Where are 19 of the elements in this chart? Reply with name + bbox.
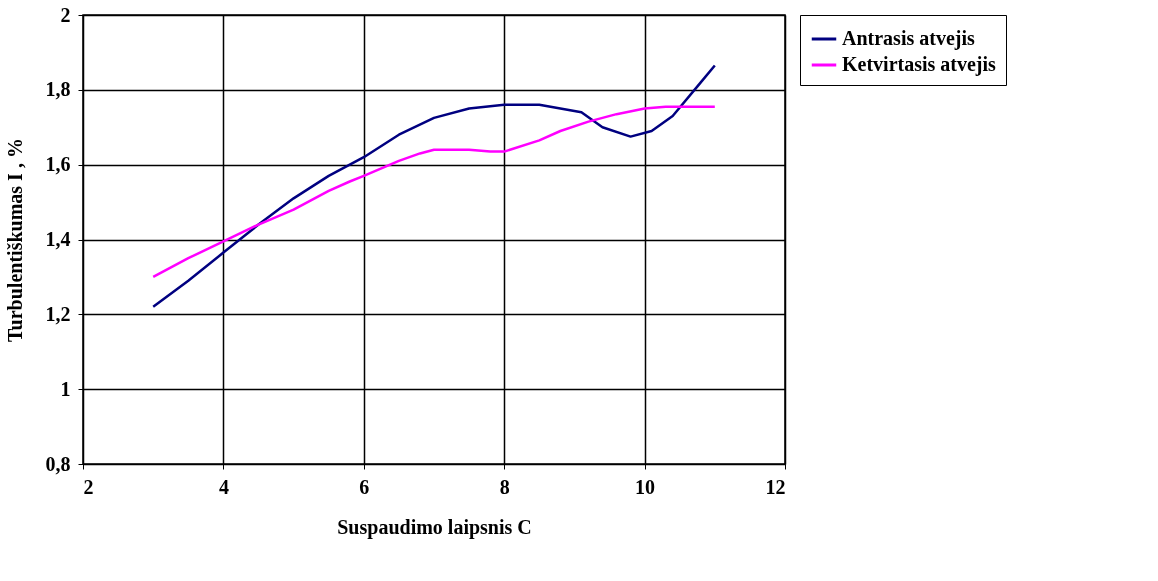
x-tick-label: 10	[635, 475, 656, 498]
x-tick-label: 2	[83, 475, 94, 498]
legend-label: Antrasis atvejis	[842, 27, 975, 50]
x-tick-label: 4	[218, 475, 229, 498]
x-tick-label: 8	[499, 475, 510, 498]
y-tick-label: 0,8	[45, 452, 71, 475]
line-series	[151, 64, 717, 309]
y-tick-label: 1,8	[45, 78, 71, 101]
line-series	[151, 105, 717, 279]
y-tick-label: 1,6	[45, 153, 71, 176]
y-tick-label: 1	[60, 377, 71, 400]
x-tick-label: 6	[359, 475, 370, 498]
y-axis-title: Turbulentiškumas I , %	[3, 138, 26, 342]
x-axis-title: Suspaudimo laipsnis C	[337, 515, 532, 539]
y-tick-label: 1,4	[45, 228, 71, 250]
x-tick-label: 12	[765, 475, 786, 498]
legend-label: Ketvirtasis atvejis	[842, 53, 997, 76]
y-tick-label: 2	[60, 3, 71, 26]
y-tick-label: 1,2	[45, 302, 71, 325]
